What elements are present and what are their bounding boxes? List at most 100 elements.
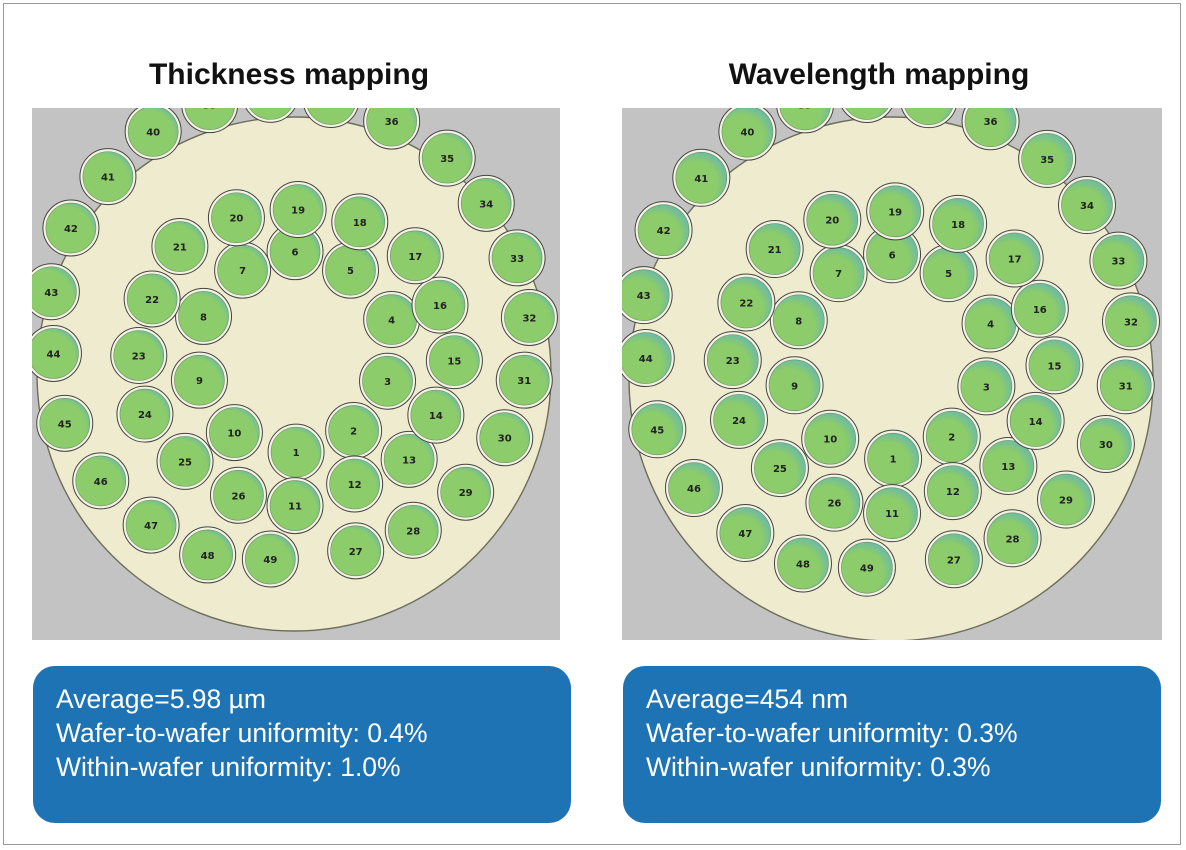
wafer-42: 42 bbox=[42, 199, 100, 257]
wafer-map-fill bbox=[75, 455, 127, 507]
wafer-20: 20 bbox=[207, 189, 265, 247]
wafer-number: 14 bbox=[1029, 417, 1043, 428]
wafer-29: 29 bbox=[1037, 470, 1096, 529]
wafer-25: 25 bbox=[156, 432, 214, 490]
wafer-map-fill bbox=[779, 108, 831, 131]
wafer-number: 28 bbox=[1006, 534, 1020, 545]
wafer-12: 12 bbox=[923, 462, 982, 521]
wafer-19: 19 bbox=[866, 182, 925, 241]
wafer-7: 7 bbox=[809, 244, 868, 303]
wafer-map-fill bbox=[504, 292, 555, 343]
wafer-number: 23 bbox=[132, 351, 146, 362]
wafer-2: 2 bbox=[325, 402, 383, 460]
wafer-map-fill bbox=[721, 108, 774, 158]
wafer-number: 8 bbox=[795, 316, 802, 327]
wafer-number: 41 bbox=[694, 174, 708, 185]
wafer-map-fill bbox=[113, 330, 165, 381]
wafer-map-fill bbox=[869, 185, 921, 238]
wafer-map-fill bbox=[159, 436, 211, 487]
wafer-39: 39 bbox=[776, 108, 834, 134]
wafer-map-fill bbox=[127, 108, 179, 157]
wafer-map-fill bbox=[806, 193, 859, 246]
wafer-map-fill bbox=[329, 458, 380, 510]
wafer-27: 27 bbox=[924, 530, 983, 589]
wafer-number: 14 bbox=[429, 411, 443, 422]
wafer-number: 22 bbox=[145, 295, 159, 306]
wafer-number: 29 bbox=[459, 488, 473, 499]
wafer-38: 38 bbox=[841, 108, 893, 123]
wafer-map-fill bbox=[988, 232, 1041, 285]
wafer-number: 45 bbox=[650, 425, 664, 436]
wafer-46: 46 bbox=[664, 458, 723, 517]
wafer-49: 49 bbox=[837, 538, 896, 597]
wafer-43: 43 bbox=[622, 266, 673, 325]
wafer-48: 48 bbox=[773, 534, 832, 593]
wafer-number: 24 bbox=[138, 410, 152, 421]
wafer-number: 11 bbox=[885, 509, 899, 520]
wafer-number: 39 bbox=[798, 108, 812, 111]
wafer-36: 36 bbox=[363, 108, 421, 150]
wafer-24: 24 bbox=[116, 385, 174, 443]
wafer-map-fill bbox=[32, 266, 77, 318]
wafer-33: 33 bbox=[488, 229, 546, 287]
thickness-stats-box: Average=5.98 µm Wafer-to-wafer uniformit… bbox=[33, 666, 571, 823]
wafer-map-fill bbox=[440, 466, 491, 518]
wafer-map-fill bbox=[209, 407, 260, 458]
wafer-map-fill bbox=[387, 504, 439, 556]
wafer-number: 32 bbox=[522, 313, 536, 324]
wafer-map-fill bbox=[126, 273, 178, 325]
thickness-average: Average=5.98 µm bbox=[56, 684, 266, 714]
wafer-35: 35 bbox=[418, 129, 476, 187]
thickness-mapping-title: Thickness mapping bbox=[148, 58, 430, 91]
wafer-map-fill bbox=[211, 192, 262, 244]
wafer-number: 6 bbox=[292, 248, 299, 259]
wafer-map-fill bbox=[867, 432, 919, 485]
wafer-map-fill bbox=[249, 108, 292, 120]
wafer-number: 30 bbox=[498, 434, 512, 445]
wafer-number: 17 bbox=[408, 252, 422, 263]
wafer-number: 30 bbox=[1099, 440, 1113, 451]
wafer-map-fill bbox=[184, 108, 235, 130]
wafer-46: 46 bbox=[72, 452, 130, 510]
wafer-number: 48 bbox=[796, 559, 810, 570]
wafer-map-fill bbox=[125, 499, 177, 551]
wafer-map-fill bbox=[982, 440, 1035, 492]
wafer-map-fill bbox=[362, 355, 413, 407]
thickness-wafer-to-wafer-uniformity: Wafer-to-wafer uniformity: 0.4% bbox=[56, 718, 428, 748]
wafer-map-fill bbox=[414, 279, 466, 331]
wafer-map-fill bbox=[429, 335, 480, 386]
wafer-number: 26 bbox=[232, 491, 246, 502]
wafer-number: 18 bbox=[951, 220, 965, 231]
wafer-7: 7 bbox=[214, 241, 272, 299]
wafer-49: 49 bbox=[241, 530, 299, 588]
wafer-17: 17 bbox=[386, 227, 444, 285]
wafer-map-fill bbox=[668, 462, 720, 514]
wafer-map-fill bbox=[808, 476, 861, 529]
wafer-map-fill bbox=[904, 108, 953, 125]
thickness-within-wafer-uniformity: Within-wafer uniformity: 1.0% bbox=[56, 752, 401, 782]
wafer-20: 20 bbox=[803, 190, 862, 249]
wafer-map-fill bbox=[182, 529, 233, 581]
wafer-1: 1 bbox=[864, 429, 923, 488]
wafer-15: 15 bbox=[425, 332, 483, 390]
wafer-number: 33 bbox=[510, 254, 524, 265]
wafer-number: 3 bbox=[983, 382, 990, 393]
wafer-number: 26 bbox=[827, 499, 841, 510]
wafer-47: 47 bbox=[122, 496, 180, 554]
wafer-22: 22 bbox=[717, 273, 776, 332]
wafer-number: 46 bbox=[94, 477, 108, 488]
wafer-6: 6 bbox=[266, 223, 324, 281]
wafer-number: 9 bbox=[791, 381, 798, 392]
wafer-19: 19 bbox=[269, 181, 327, 239]
wafer-map-fill bbox=[421, 132, 473, 184]
wafer-map-fill bbox=[383, 434, 435, 485]
wafer-number: 4 bbox=[987, 319, 994, 330]
wafer-map-fill bbox=[925, 410, 978, 463]
wafer-map-fill bbox=[986, 512, 1039, 565]
wafer-number: 1 bbox=[890, 455, 897, 466]
wafer-44: 44 bbox=[622, 329, 675, 388]
wafer-number: 43 bbox=[44, 288, 58, 299]
wafer-9: 9 bbox=[170, 351, 228, 409]
wafer-map-fill bbox=[178, 291, 229, 342]
